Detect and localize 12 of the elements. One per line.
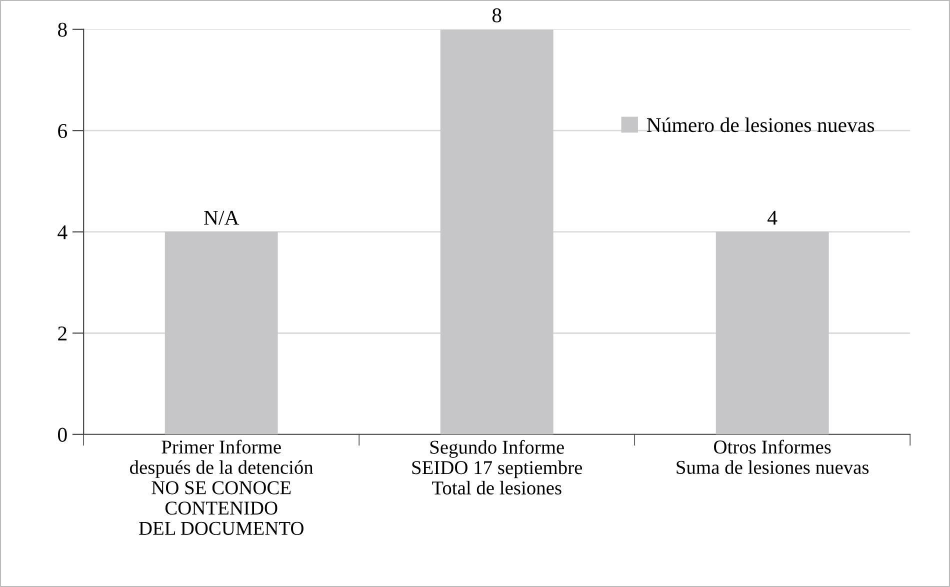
y-tick-label: 4	[58, 225, 68, 240]
x-tick-label: Segundo Informe SEIDO 17 septiembre Total de lesiones	[412, 440, 582, 495]
y-tick-label: 0	[58, 428, 67, 442]
x-tick-label: Otros Informes Suma de lesiones nuevas	[676, 440, 869, 474]
data-label: 8	[492, 8, 502, 22]
y-tick-label: 8	[58, 22, 67, 37]
data-label: 4	[768, 210, 778, 225]
y-tick-label: 6	[58, 124, 68, 138]
y-tick-label: 2	[58, 326, 66, 340]
x-tick-label: Primer Informe después de la detención NO SE CONOCE CONTENIDO DEL DOCUMENTO	[130, 440, 314, 535]
legend-label: Número de lesiones nuevas	[646, 117, 874, 132]
data-label: N/A	[204, 210, 240, 225]
